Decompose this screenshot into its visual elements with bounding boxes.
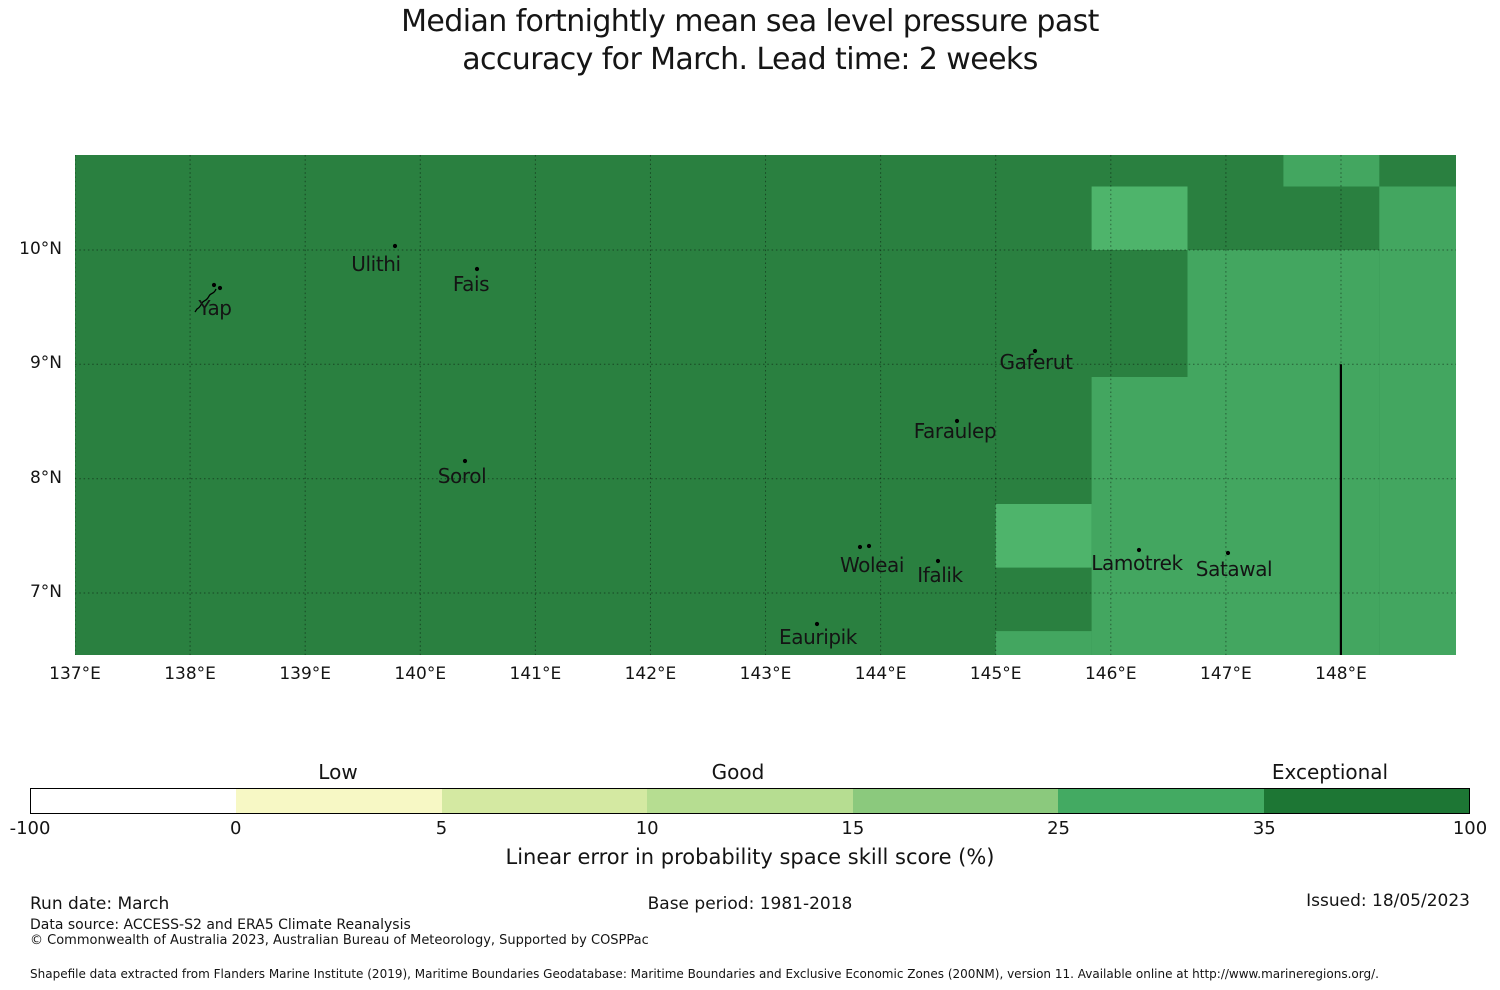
island-label: Lamotrek — [1091, 551, 1183, 575]
island-marker-dot — [462, 458, 468, 464]
map-cell-region — [1091, 186, 1188, 250]
island-label: Satawal — [1195, 557, 1273, 581]
chart-title-line2: accuracy for March. Lead time: 2 weeks — [462, 42, 1038, 77]
island-label: Fais — [452, 272, 490, 296]
map-cell-region — [995, 631, 1092, 655]
colorbar-tick-label: 25 — [1047, 818, 1071, 839]
map-cell-region — [1091, 377, 1188, 655]
colorbar-category-label: Exceptional — [1271, 760, 1389, 784]
island-marker-dot — [211, 282, 217, 288]
x-tick-label: 145°E — [969, 664, 1022, 684]
island-label: Yap — [198, 296, 232, 320]
x-tick-label: 143°E — [739, 664, 792, 684]
x-tick-label: 146°E — [1084, 664, 1137, 684]
colorbar-tick-label: 100 — [1452, 818, 1488, 839]
island-label: Ifalik — [917, 563, 963, 587]
island-marker-dot — [1136, 547, 1142, 553]
colorbar-tick-label: 5 — [435, 818, 448, 839]
colorbar-tick-label: 15 — [841, 818, 865, 839]
island-marker-dot — [1032, 348, 1038, 354]
colorbar-category-label: Good — [711, 760, 765, 784]
island-marker-dot — [217, 285, 223, 291]
island-label: Eauripik — [779, 625, 857, 649]
y-tick-label: 10°N — [19, 239, 62, 259]
island-marker-dot — [935, 558, 941, 564]
map-cell-region — [1283, 155, 1380, 187]
colorbar-segment — [647, 789, 853, 813]
x-tick-label: 144°E — [854, 664, 907, 684]
x-tick-label: 140°E — [394, 664, 447, 684]
map-cell-region — [995, 504, 1092, 568]
colorbar-tick-label: 35 — [1252, 818, 1276, 839]
x-tick-label: 148°E — [1315, 664, 1367, 684]
run-date-text: Run date: March — [30, 894, 170, 914]
island-marker-dot — [392, 243, 398, 249]
colorbar-segment — [1058, 789, 1264, 813]
x-tick-label: 147°E — [1200, 664, 1252, 684]
island-label: Faraulep — [913, 419, 997, 443]
shapefile-attribution-text: Shapefile data extracted from Flanders M… — [30, 967, 1379, 981]
colorbar-category-label: Low — [318, 760, 358, 784]
colorbar-segment — [852, 789, 1059, 813]
base-period-text: Base period: 1981-2018 — [647, 894, 853, 914]
data-source-text: Data source: ACCESS-S2 and ERA5 Climate … — [30, 917, 411, 933]
map-plot-area: Yap Ulithi Fais Sorol Gaferut Faraulep Woleai I… — [75, 155, 1456, 655]
x-tick-label: 139°E — [279, 664, 332, 684]
map-cell-region — [1187, 250, 1380, 655]
colorbar-segment — [1263, 789, 1469, 813]
colorbar-tick-label: 0 — [229, 818, 242, 839]
x-tick-label: 137°E — [49, 664, 101, 684]
colorbar-segment — [236, 789, 442, 813]
island-label: Ulithi — [351, 252, 401, 276]
island-marker-dot — [866, 543, 872, 549]
island-marker-dot — [1225, 550, 1231, 556]
island-marker-dot — [814, 621, 820, 627]
island-outline — [194, 288, 217, 313]
x-tick-label: 142°E — [624, 664, 677, 684]
chart-title-line1: Median fortnightly mean sea level pressu… — [401, 4, 1099, 39]
island-marker-dot — [954, 418, 960, 424]
colorbar-segment — [31, 789, 237, 813]
colorbar-tick-label: -100 — [9, 818, 51, 839]
x-tick-label: 138°E — [164, 664, 216, 684]
island-marker-dot — [474, 266, 480, 272]
island-label: Gaferut — [999, 350, 1073, 374]
island-label: Sorol — [437, 464, 487, 488]
colorbar — [30, 788, 1470, 814]
y-tick-label: 7°N — [29, 582, 62, 602]
colorbar-tick-label: 10 — [635, 818, 659, 839]
colorbar-segment — [441, 789, 648, 813]
x-tick-label: 141°E — [509, 664, 562, 684]
issued-date-text: Issued: 18/05/2023 — [1306, 891, 1470, 911]
island-label: Woleai — [839, 553, 905, 577]
map-raster-svg — [75, 155, 1456, 655]
y-tick-label: 9°N — [29, 353, 62, 374]
island-marker-dot — [857, 544, 863, 550]
colorbar-caption: Linear error in probability space skill … — [505, 845, 995, 869]
copyright-text: © Commonwealth of Australia 2023, Austra… — [30, 933, 649, 948]
y-tick-label: 8°N — [29, 467, 62, 488]
map-cell-region — [1379, 186, 1456, 655]
